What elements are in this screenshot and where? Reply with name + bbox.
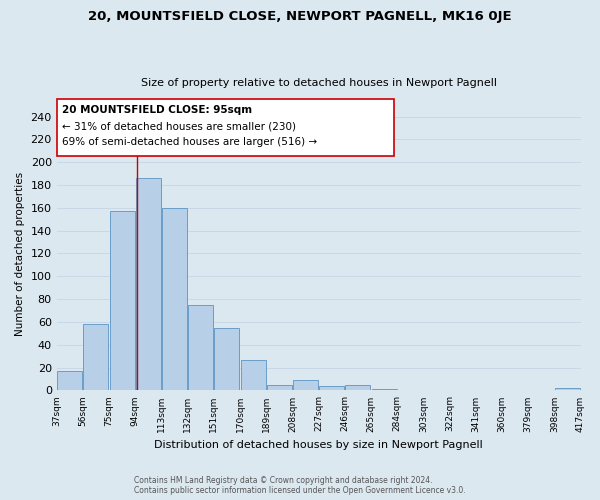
X-axis label: Distribution of detached houses by size in Newport Pagnell: Distribution of detached houses by size … [154, 440, 483, 450]
Text: ← 31% of detached houses are smaller (230): ← 31% of detached houses are smaller (23… [62, 121, 296, 131]
Text: 20 MOUNTSFIELD CLOSE: 95sqm: 20 MOUNTSFIELD CLOSE: 95sqm [62, 105, 253, 115]
Bar [188, 305, 213, 390]
FancyBboxPatch shape [56, 100, 394, 156]
Bar [319, 386, 344, 390]
Bar [83, 324, 109, 390]
Bar [110, 212, 134, 390]
Bar [241, 360, 266, 390]
Bar [162, 208, 187, 390]
Bar [57, 371, 82, 390]
Bar [555, 388, 580, 390]
Bar [267, 384, 292, 390]
Bar [214, 328, 239, 390]
Text: 69% of semi-detached houses are larger (516) →: 69% of semi-detached houses are larger (… [62, 137, 317, 147]
Text: Contains HM Land Registry data © Crown copyright and database right 2024.
Contai: Contains HM Land Registry data © Crown c… [134, 476, 466, 495]
Bar [136, 178, 161, 390]
Bar [293, 380, 318, 390]
Y-axis label: Number of detached properties: Number of detached properties [15, 172, 25, 336]
Text: 20, MOUNTSFIELD CLOSE, NEWPORT PAGNELL, MK16 0JE: 20, MOUNTSFIELD CLOSE, NEWPORT PAGNELL, … [88, 10, 512, 23]
Bar [346, 384, 370, 390]
Title: Size of property relative to detached houses in Newport Pagnell: Size of property relative to detached ho… [140, 78, 497, 88]
